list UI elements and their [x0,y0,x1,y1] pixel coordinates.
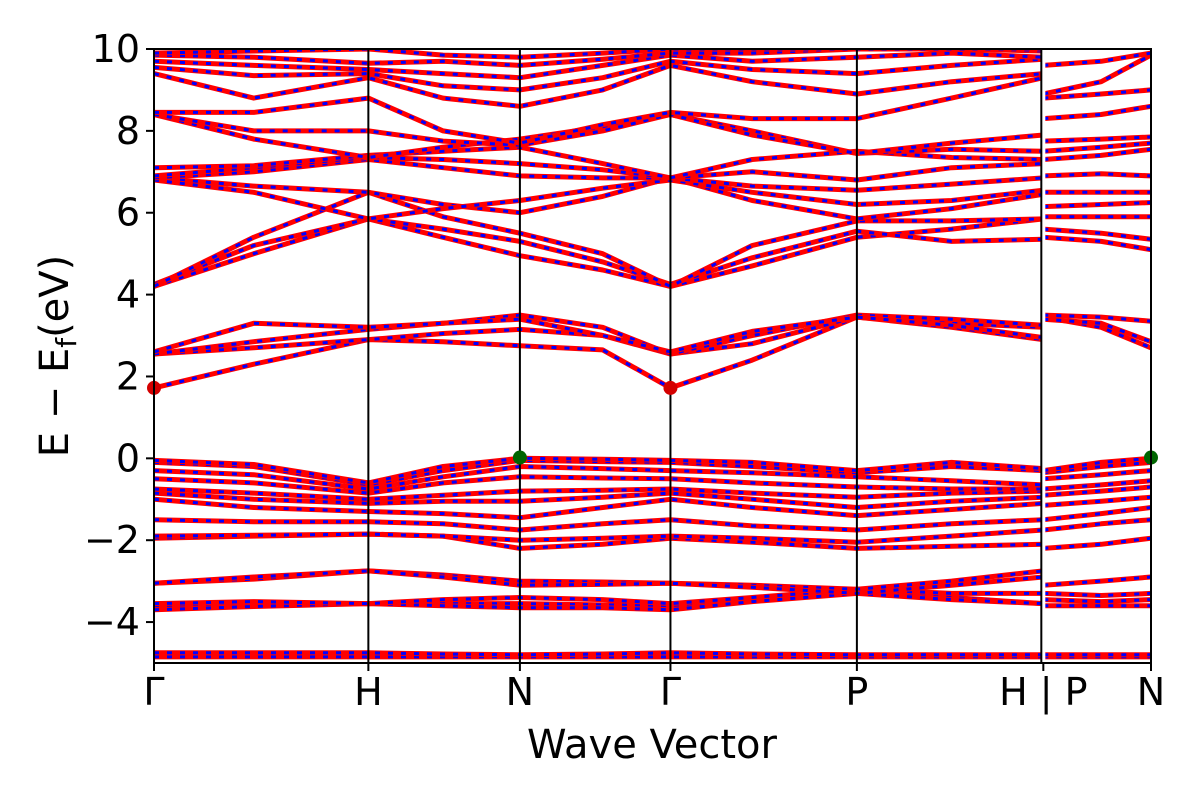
y-axis-label-unit: (eV) [32,255,78,338]
y-tick-label-4: 4 [116,273,140,317]
band-line-dash-22 [1043,485,1151,497]
y-tick-label-6: 8 [116,109,140,153]
band-line-dash-60 [1043,88,1151,100]
band-line-66 [154,49,1044,68]
band-line-63 [154,56,1044,93]
band-line-36 [154,312,1044,357]
path-break-gap [1041,49,1046,663]
x-tick-label-0: Γ [143,670,164,714]
band-line-dash-58 [1043,104,1151,121]
x-tick-label-1: H [354,670,383,714]
band-line-dash-35 [1043,317,1151,344]
y-tick-label-7: 10 [92,27,140,71]
band-line-dash-52 [1043,147,1151,161]
y-tick-label-5: 6 [116,191,140,235]
band-line-31 [154,455,1044,486]
band-line-dash-18 [1043,506,1151,522]
y-tick-label-3: 2 [116,354,140,398]
band-line-dash-46 [1043,201,1151,209]
y-axis-label-main: E − E [32,348,78,458]
band-line-dash-57 [154,112,1044,155]
cbm-marker-1 [663,380,678,395]
band-line-15 [154,527,1044,545]
band-line-dash-14 [1043,536,1151,550]
band-line-12 [154,568,1044,596]
band-line-dash-38 [154,315,1044,354]
band-line-dash-20 [1043,495,1151,507]
band-line-27 [154,464,1044,492]
band-line-dash-56 [1043,135,1151,143]
band-line-21 [154,490,1044,510]
band-line-dash-9 [1043,591,1151,598]
band-line-dash-45 [154,176,1044,221]
band-line-dash-42 [1043,227,1151,241]
band-line-dash-11 [1043,575,1151,587]
band-line-19 [154,496,1044,521]
y-axis-label-subscript: f [50,337,83,348]
band-line-dash-16 [1043,518,1151,532]
x-tick-label-3: Γ [660,670,681,714]
band-line-49 [154,157,1044,193]
band-line-dash-61 [154,63,1044,108]
high-symmetry-lines [367,49,1046,663]
band-line-dash-43 [154,190,1044,289]
x-axis-label: Wave Vector [527,722,778,768]
x-tick-label-2: N [506,670,534,714]
band-line-dash-41 [154,217,1044,286]
band-line-dash-59 [154,76,1044,145]
band-line-dash-40 [1043,235,1151,252]
band-line-17 [154,517,1044,533]
x-tick-label-6: N [1137,670,1165,714]
band-line-23 [154,486,1044,502]
band-line-dash-28 [1043,460,1151,475]
band-line-62 [1042,52,1151,97]
band-line-dash-7 [1043,598,1151,604]
y-tick-label-0: −4 [84,600,140,644]
x-axis-ticks: Γ H N Γ P H | P N [143,663,1165,715]
band-line-25 [154,474,1044,496]
band-line-dash-50 [1043,172,1151,178]
band-line-2 [154,650,1044,658]
band-line-dash-33 [1043,315,1151,350]
y-axis-label: E − Ef(eV) [32,255,83,458]
band-line-dash-64 [1043,51,1151,67]
band-line-dash-30 [1043,456,1151,473]
x-tick-label-5: H | P [999,670,1087,715]
band-line-dash-26 [1043,469,1151,481]
y-tick-label-1: −2 [84,518,140,562]
plot-frame [153,48,1152,664]
vbm-marker-2 [512,450,527,465]
y-tick-label-2: 0 [116,436,140,480]
band-line-dash-47 [154,178,1044,221]
band-line-65 [154,50,1044,81]
x-tick-label-4: P [845,670,868,714]
band-line-dash-54 [1043,141,1151,153]
band-lines [154,49,1151,660]
band-line-dash-37 [1043,313,1151,323]
y-axis-ticks: −4 −2 0 2 4 6 8 10 [84,27,154,644]
band-line-dash-24 [1043,479,1151,491]
